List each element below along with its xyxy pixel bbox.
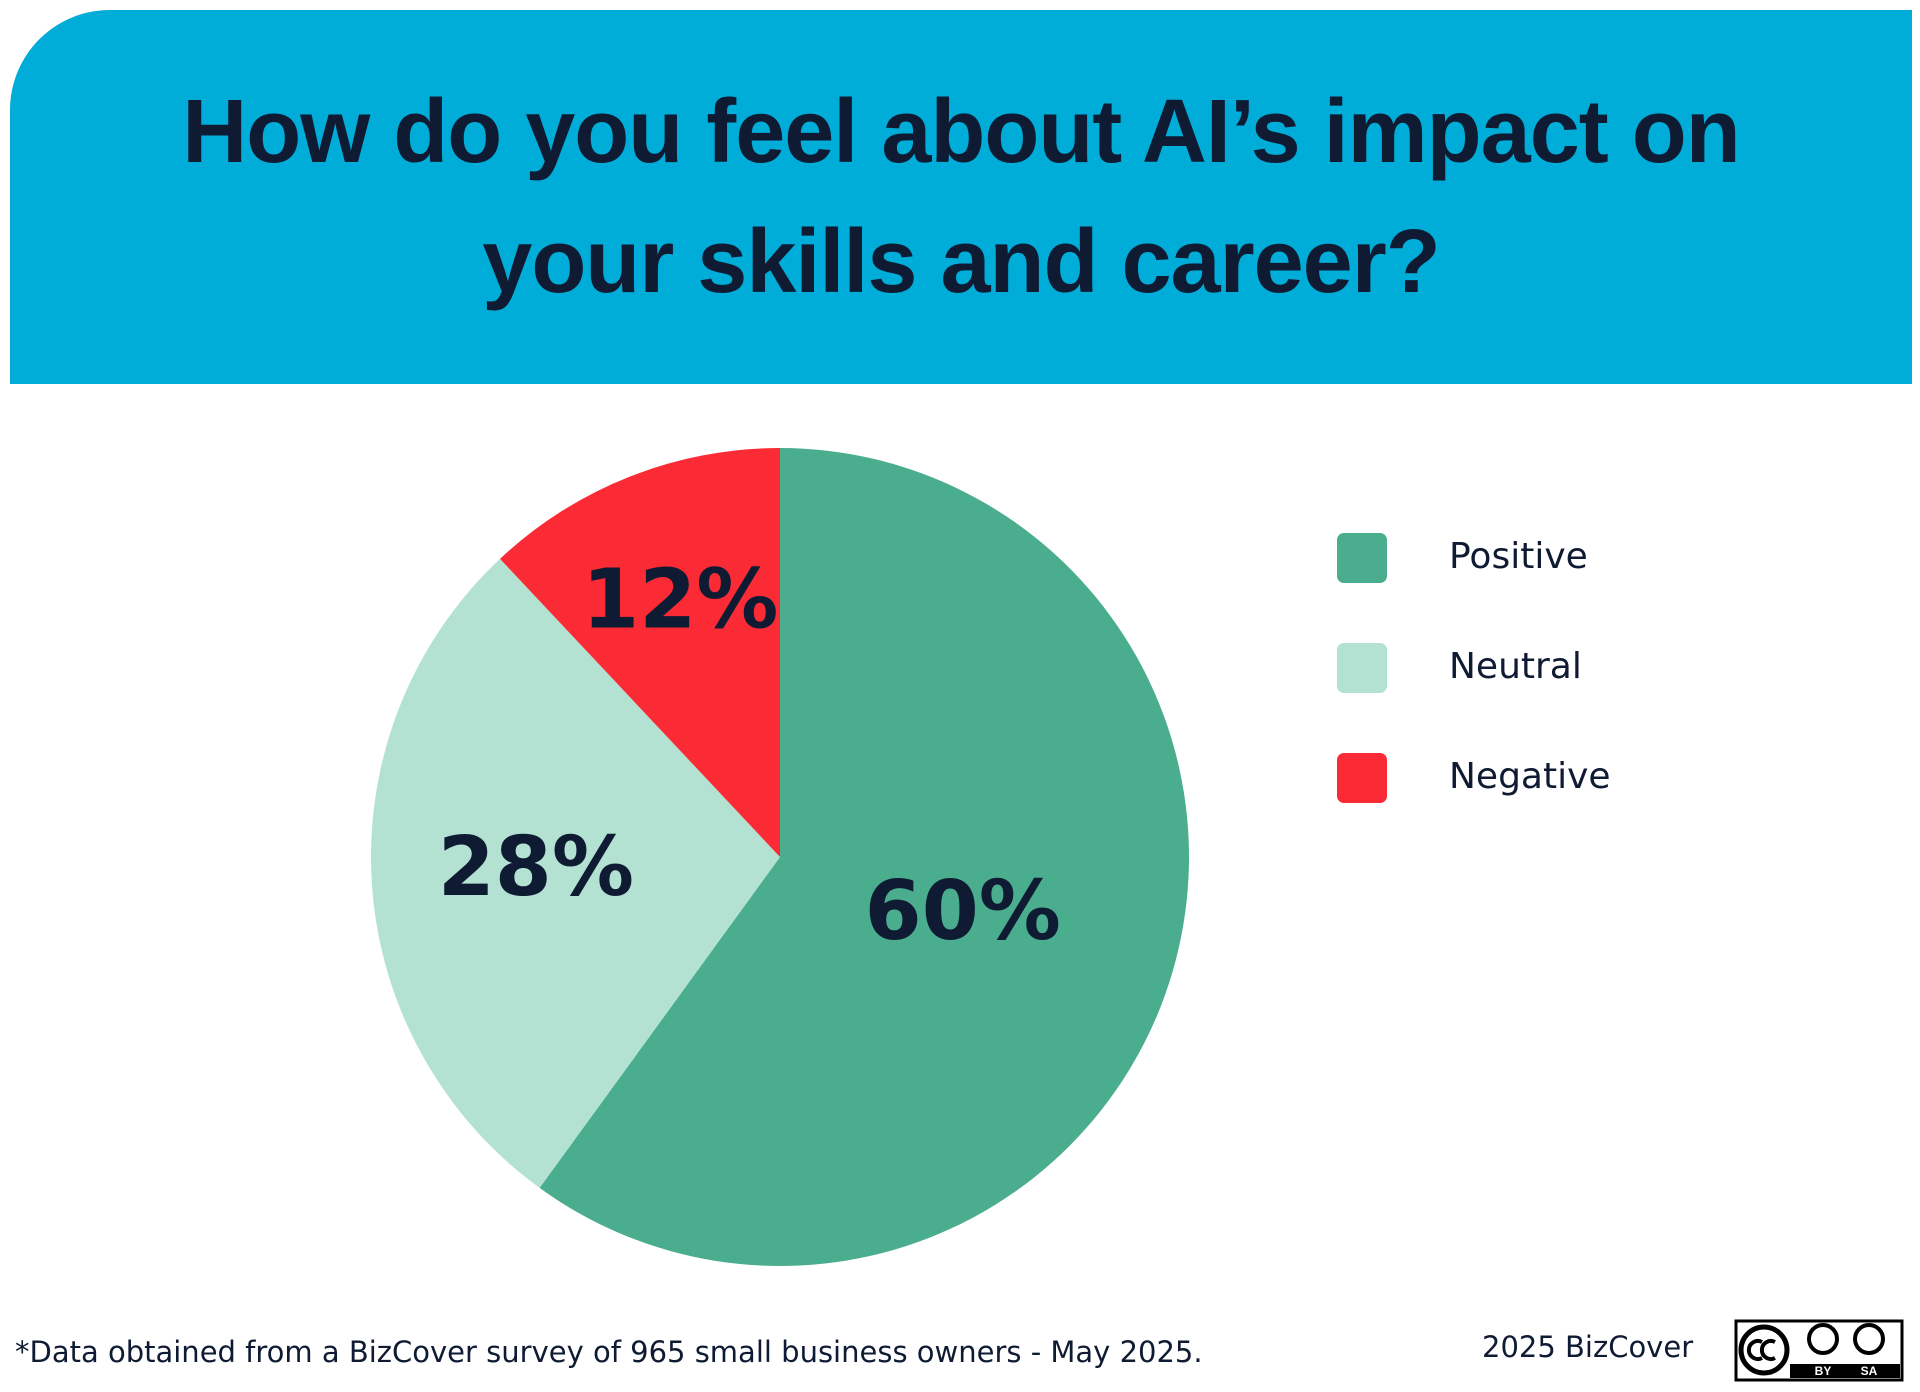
slice-label: 60% [865,864,1061,959]
chart-title: How do you feel about AI’s impact on you… [182,82,1740,312]
cc-icon [1738,1324,1790,1376]
sa-icon [1853,1323,1885,1355]
pie-slice [371,558,780,1188]
license-badge: BY SA [1734,1319,1904,1382]
badge-by: BY [1815,1364,1832,1378]
legend-swatch [1337,753,1387,803]
footnote: *Data obtained from a BizCover survey of… [15,1335,1203,1369]
by-icon [1807,1323,1839,1355]
header-banner: How do you feel about AI’s impact on you… [10,10,1912,384]
legend-label: Neutral [1449,646,1582,687]
badge-strip [1790,1364,1900,1378]
legend-label: Negative [1449,756,1611,797]
pie-slice [500,448,780,857]
credit: 2025 BizCover [1482,1330,1693,1364]
legend-swatch [1337,643,1387,693]
legend-swatch [1337,533,1387,583]
cc-glyph [1746,1339,1776,1361]
legend-label: Positive [1449,536,1588,577]
badge-sa: SA [1861,1364,1878,1378]
slice-label: 28% [438,820,634,915]
pie-slice [539,448,1189,1266]
slice-label: 12% [582,553,778,648]
